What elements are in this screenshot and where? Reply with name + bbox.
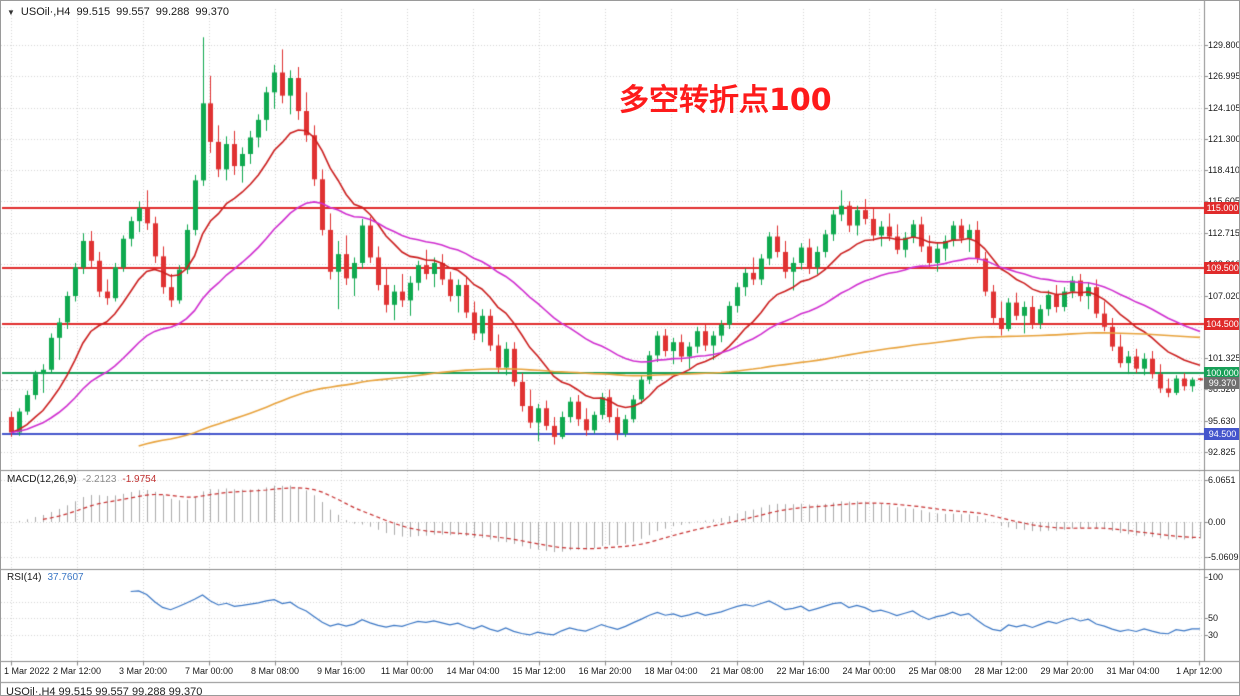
current-price-badge[interactable]: 99.370: [1204, 376, 1239, 389]
price-level-badge[interactable]: 109.500: [1204, 262, 1239, 275]
x-axis-label: 22 Mar 16:00: [776, 666, 830, 676]
x-axis-label: 7 Mar 00:00: [184, 666, 234, 676]
rsi-axis-tick: 100: [1208, 572, 1224, 582]
partial-next-window-header: USOil·,H4 99.515 99.557 99.288 99.370: [6, 686, 203, 696]
x-axis-label: 24 Mar 00:00: [842, 666, 896, 676]
macd-signal-value: -1.9754: [122, 474, 157, 485]
x-axis-label: 21 Mar 08:00: [710, 666, 764, 676]
y-axis-tick: 107.020: [1208, 290, 1240, 301]
y-axis-tick: 92.825: [1208, 447, 1236, 458]
y-axis-tick: 118.410: [1208, 165, 1240, 176]
ohlc-open: 99.515: [76, 6, 111, 18]
x-axis-label: 3 Mar 20:00: [118, 666, 168, 676]
y-axis-tick: 112.715: [1208, 228, 1240, 239]
ohlc-low: 99.288: [155, 6, 190, 18]
ohlc-close: 99.370: [195, 6, 230, 18]
collapse-triangle-icon[interactable]: ▼: [7, 7, 15, 17]
macd-axis-tick: 0.00: [1208, 517, 1226, 527]
macd-axis-tick: 6.0651: [1208, 474, 1236, 485]
rsi-name: RSI(14): [7, 572, 42, 583]
rsi-axis-tick: 50: [1208, 613, 1219, 624]
x-axis-label: 31 Mar 04:00: [1106, 666, 1160, 676]
y-axis-tick: 129.800: [1208, 40, 1240, 50]
x-axis-label: 25 Mar 08:00: [908, 666, 962, 676]
macd-panel-label: MACD(12,26,9) -2.2123 -1.9754: [7, 474, 156, 485]
macd-main-value: -2.2123: [82, 474, 117, 485]
price-level-badge[interactable]: 94.500: [1204, 427, 1239, 440]
symbol-label: USOil·,H4: [20, 6, 71, 18]
y-axis-tick: 95.630: [1208, 416, 1236, 427]
y-axis-tick: 126.995: [1208, 70, 1240, 81]
x-axis-label: 16 Mar 20:00: [578, 666, 632, 676]
x-axis-label: 29 Mar 20:00: [1040, 666, 1094, 676]
price-level-badge[interactable]: 115.000: [1204, 201, 1239, 214]
x-axis-label: 11 Mar 00:00: [380, 666, 434, 676]
ohlc-high: 99.557: [116, 6, 150, 18]
rsi-value: 37.7607: [47, 572, 84, 583]
x-axis-label: 9 Mar 16:00: [316, 666, 366, 676]
x-axis-label: 28 Mar 12:00: [974, 666, 1028, 676]
macd-name: MACD(12,26,9): [7, 474, 77, 485]
price-level-badge[interactable]: 100.000: [1204, 367, 1239, 380]
y-axis-tick: 101.325: [1208, 353, 1240, 364]
y-axis-tick: 124.105: [1208, 102, 1240, 113]
x-axis-label: 1 Mar 2022: [4, 666, 50, 676]
chart-header: ▼ USOil·,H4 99.515 99.557 99.288 99.370: [7, 6, 229, 18]
x-axis-label: 18 Mar 04:00: [644, 666, 698, 676]
x-axis-label: 1 Apr 12:00: [1175, 666, 1223, 676]
y-axis-tick: 115.605: [1208, 196, 1239, 206]
y-axis-tick: 121.300: [1208, 133, 1240, 144]
y-axis-tick: 98.520: [1208, 384, 1236, 395]
price-level-badge[interactable]: 104.500: [1204, 317, 1239, 330]
chart-annotation-text[interactable]: 多空转折点100: [619, 83, 832, 118]
rsi-panel-label: RSI(14) 37.7607: [7, 572, 84, 583]
macd-axis-tick: -5.0609: [1208, 552, 1239, 563]
x-axis-label: 2 Mar 12:00: [52, 666, 102, 676]
x-axis-label: 14 Mar 04:00: [446, 666, 500, 676]
rsi-axis-tick: 30: [1208, 630, 1219, 640]
x-axis-label: 8 Mar 08:00: [250, 666, 300, 676]
x-axis-label: 15 Mar 12:00: [512, 666, 566, 676]
